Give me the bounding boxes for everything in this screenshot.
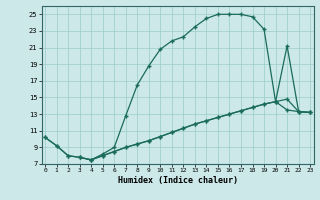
X-axis label: Humidex (Indice chaleur): Humidex (Indice chaleur) — [118, 176, 237, 185]
